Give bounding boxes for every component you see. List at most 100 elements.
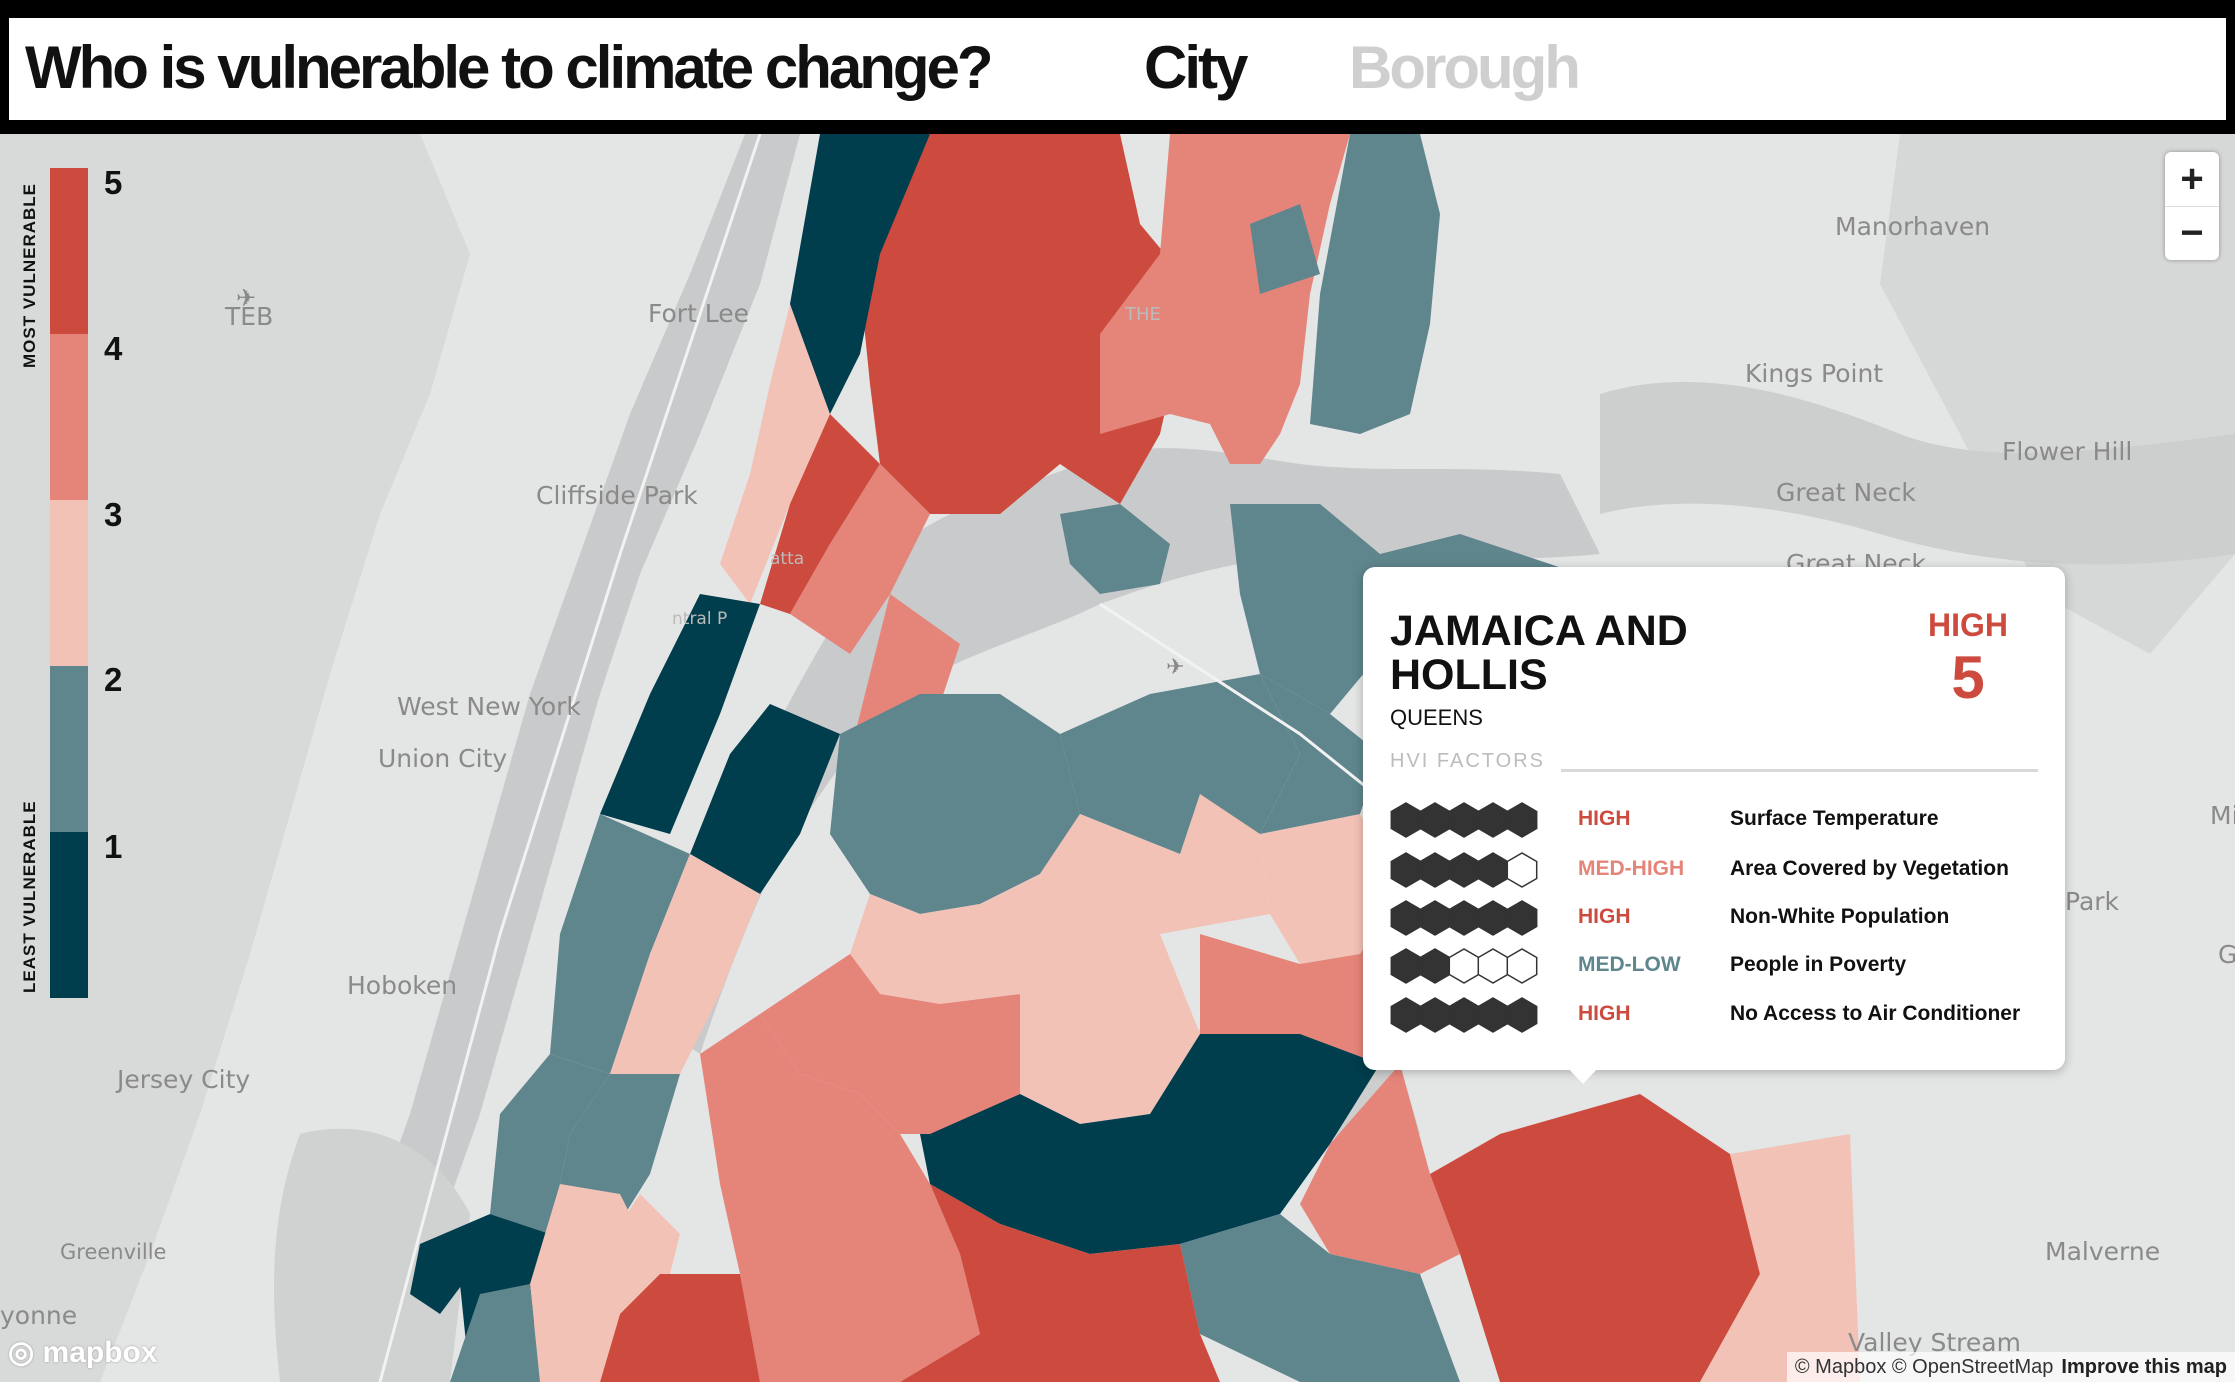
factor-name: Non-White Population <box>1730 905 1950 928</box>
place-label: ntral P <box>672 609 727 629</box>
place-label: Jersey City <box>115 1065 250 1094</box>
popup-borough: QUEENS <box>1390 705 1483 730</box>
neighborhood-rikers[interactable] <box>1060 504 1170 594</box>
hexagon-filled <box>1390 900 1422 936</box>
zoom-out-button[interactable]: − <box>2180 211 2204 255</box>
neighborhood-upper-east-side[interactable] <box>690 704 840 894</box>
hexagon-filled <box>1390 852 1422 888</box>
attribution-text[interactable]: © Mapbox © OpenStreetMap <box>1794 1356 2054 1378</box>
neighborhood-ridgewood[interactable] <box>1020 934 1200 1124</box>
neighborhood-queens-southeast[interactable] <box>1700 1134 1860 1382</box>
legend-most-vulnerable: MOST VULNERABLE <box>20 183 39 368</box>
hexagon-filled <box>1506 802 1538 838</box>
hexagon-empty <box>1448 948 1480 984</box>
hexagon-rating-icon <box>1390 900 1538 936</box>
hexagon-filled <box>1390 802 1422 838</box>
sound-water <box>1600 381 2235 565</box>
neighborhood-woodhaven[interactable] <box>920 1034 1380 1254</box>
hexagon-rating-icon <box>1390 802 1538 838</box>
hexagon-filled <box>1390 948 1422 984</box>
legend-value-3: 3 <box>104 496 123 533</box>
place-label: West New York <box>397 692 581 721</box>
factor-level: HIGH <box>1578 1002 1631 1025</box>
hexagon-rating-icon <box>1390 948 1538 984</box>
tab-city[interactable]: City <box>1144 34 1248 101</box>
hexagon-filled <box>1390 997 1422 1033</box>
place-label: Mi <box>2210 801 2235 830</box>
neighborhood-bronx-east[interactable] <box>1310 134 1440 434</box>
place-label: Greenville <box>60 1240 166 1264</box>
neighborhood-bushwick[interactable] <box>700 1014 980 1382</box>
hexagon-filled <box>1477 802 1509 838</box>
zoom-in-button[interactable]: + <box>2165 152 2219 207</box>
neighborhood-washington-heights[interactable] <box>720 304 830 604</box>
neighborhood-williamsburg[interactable] <box>760 954 1020 1134</box>
hexagon-rating-icon <box>1390 852 1538 888</box>
hexagon-filled <box>1448 852 1480 888</box>
hexagon-filled <box>1477 900 1509 936</box>
hexagon-filled <box>1419 852 1451 888</box>
neighborhood-jackson-heights[interactable] <box>1060 674 1300 854</box>
neighborhood-elmhurst[interactable] <box>1040 794 1270 934</box>
neighborhood-ozone-park[interactable] <box>1180 1214 1460 1382</box>
popup-factors-label: HVI FACTORS <box>1390 750 1545 772</box>
place-label: Hoboken <box>347 971 457 1000</box>
neighborhood-long-island-city[interactable] <box>850 874 1060 1004</box>
factor-name: Surface Temperature <box>1730 807 1939 830</box>
legend-swatch-4 <box>50 334 88 500</box>
place-label: G <box>2218 940 2235 969</box>
place-label: Fort Lee <box>648 299 749 328</box>
neighborhood-fresh-meadows[interactable] <box>1260 674 1380 834</box>
neighborhood-chelsea[interactable] <box>550 814 690 1074</box>
neighborhood-jamaica-hollis[interactable] <box>1430 1094 1760 1382</box>
neighborhood-inwood[interactable] <box>790 134 930 414</box>
legend-swatch-1 <box>50 832 88 998</box>
place-label: Great Neck <box>1776 478 1916 507</box>
neighborhood-bronx-small[interactable] <box>1250 204 1320 294</box>
place-label: Kings Point <box>1745 359 1883 388</box>
factor-name: People in Poverty <box>1730 953 1907 976</box>
legend-value-4: 4 <box>104 330 123 367</box>
improve-map-link[interactable]: Improve this map <box>2061 1356 2227 1378</box>
factor-level: MED-LOW <box>1578 953 1681 976</box>
legend-swatch-5 <box>50 168 88 334</box>
factor-name: No Access to Air Conditioner <box>1730 1002 2021 1025</box>
neighborhood-upper-west-side[interactable] <box>600 594 760 834</box>
neighborhood-east-new-york[interactable] <box>900 1184 1220 1382</box>
mapbox-logo[interactable]: ◎ mapbox <box>8 1336 158 1369</box>
neighborhood-howard-beach[interactable] <box>1300 1064 1460 1274</box>
factor-level: MED-HIGH <box>1578 857 1685 880</box>
place-label: Cliffside Park <box>536 481 698 510</box>
neighborhood-flushing[interactable] <box>1230 504 1380 714</box>
neighborhood-harlem-central[interactable] <box>760 414 880 614</box>
hexagon-empty <box>1506 852 1538 888</box>
popup-pointer <box>1566 1066 1600 1084</box>
factor-row: HIGH Surface Temperature <box>1390 800 2050 840</box>
neighborhood-greenwich[interactable] <box>490 1054 610 1234</box>
neighborhood-east-harlem[interactable] <box>790 464 930 654</box>
factor-row: HIGH Non-White Population <box>1390 898 2050 938</box>
page-title: Who is vulnerable to climate change? <box>25 34 994 101</box>
place-label: TEB <box>224 302 273 331</box>
tab-borough[interactable]: Borough <box>1349 34 1581 101</box>
place-label: Flower Hill <box>2002 437 2132 466</box>
hexagon-filled <box>1506 997 1538 1033</box>
popup-hvi-level: HIGH <box>1928 607 2008 643</box>
factor-level: HIGH <box>1578 807 1631 830</box>
popup-hvi-score: 5 <box>1951 644 1985 711</box>
neighborhood-midtown[interactable] <box>610 854 760 1074</box>
hexagon-filled <box>1448 900 1480 936</box>
neighborhood-red-hook[interactable] <box>450 1284 540 1382</box>
place-label: yonne <box>0 1301 77 1330</box>
hexagon-filled <box>1448 802 1480 838</box>
place-label: atta <box>770 549 804 569</box>
neighborhood-downtown-brooklyn[interactable] <box>530 1184 640 1382</box>
neighborhood-battery[interactable] <box>410 1214 490 1314</box>
factor-row: MED-LOW People in Poverty <box>1390 946 2050 986</box>
popup-divider <box>1561 769 2038 772</box>
legend-swatch-2 <box>50 666 88 832</box>
neighborhood-astoria[interactable] <box>830 694 1080 914</box>
neighborhood-bed-stuy[interactable] <box>600 1274 760 1382</box>
legend-value-1: 1 <box>104 828 123 865</box>
nj-land-patch <box>0 134 470 1382</box>
